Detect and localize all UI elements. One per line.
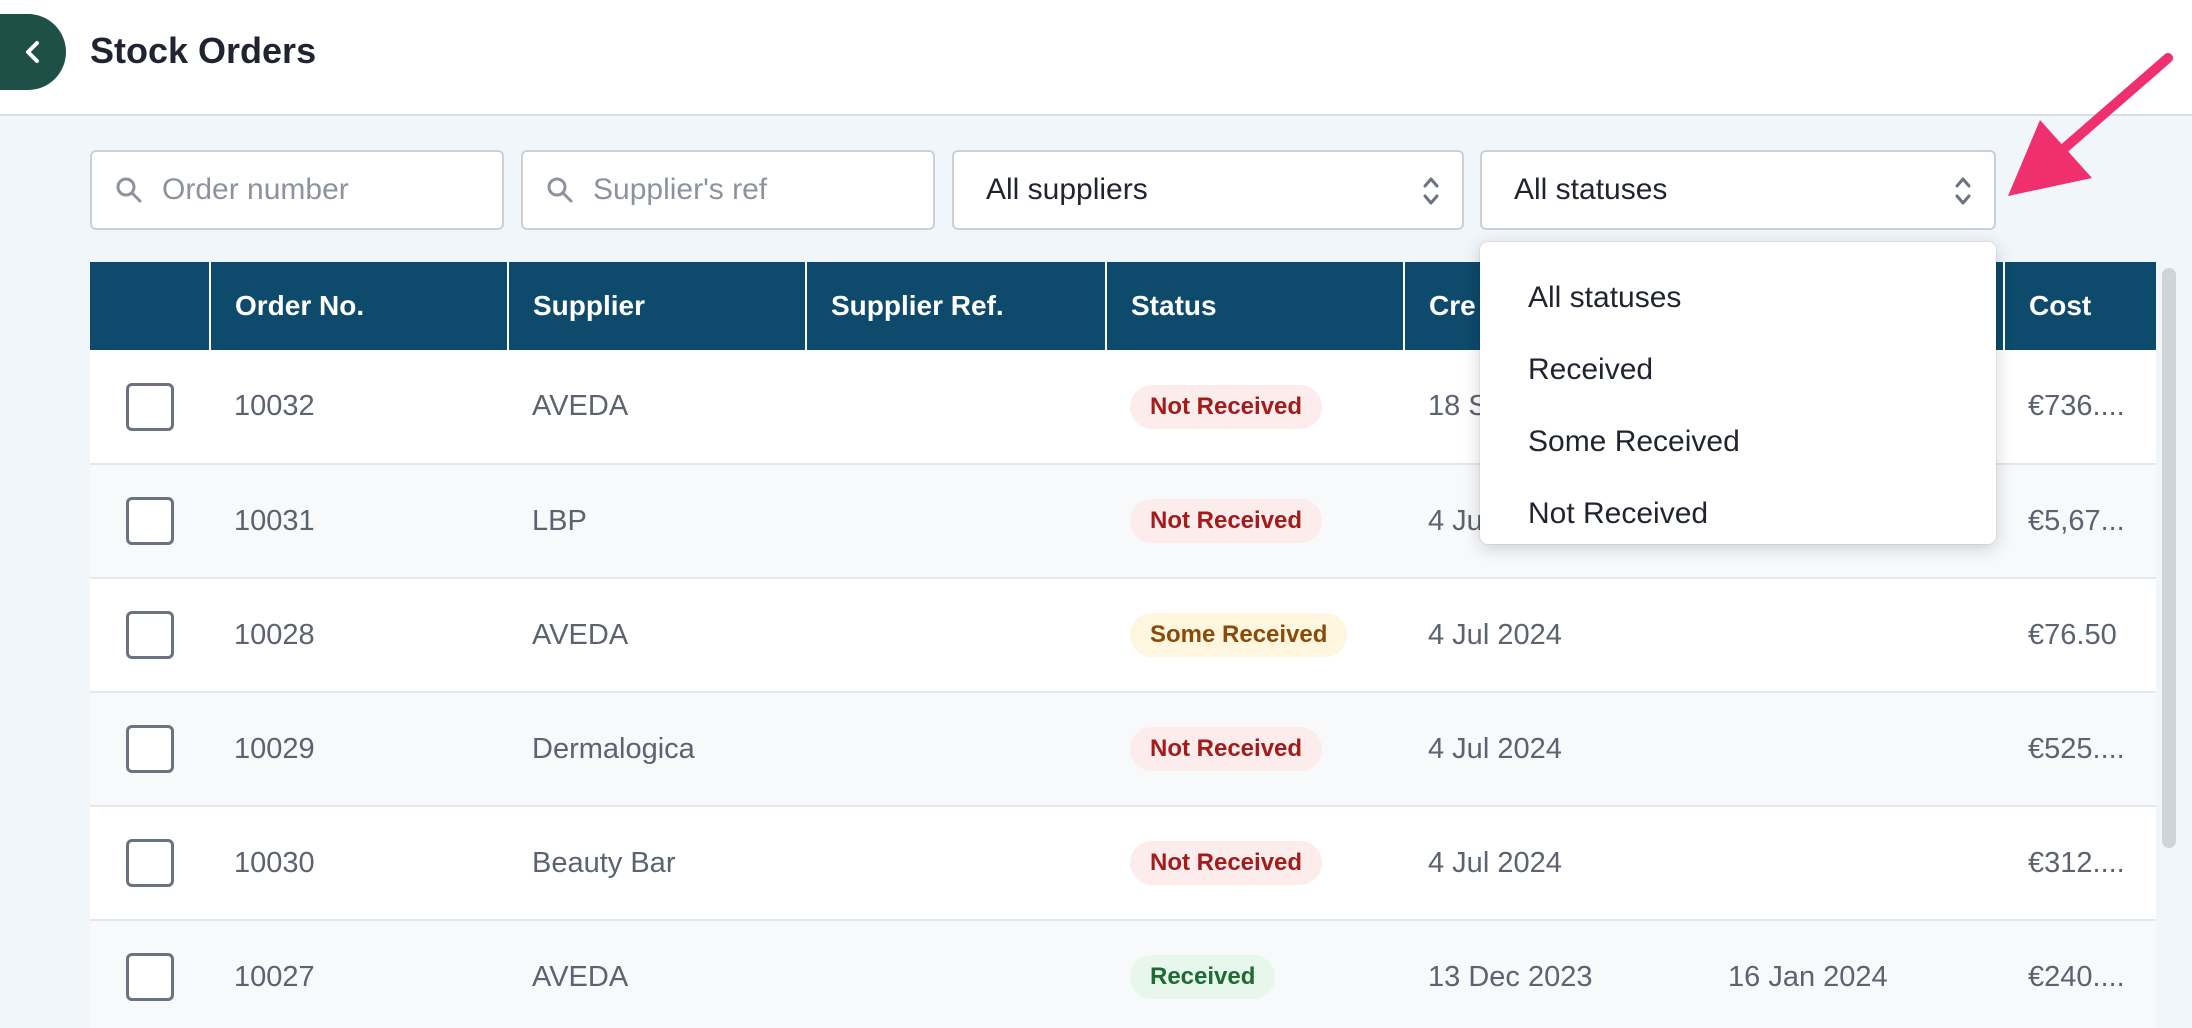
supplier-cell: Beauty Bar: [508, 806, 806, 921]
cost-cell: €76.50: [2004, 578, 2156, 693]
row-checkbox[interactable]: [126, 497, 174, 545]
status-option-not-received[interactable]: Not Received: [1528, 497, 1709, 530]
arrow-annotation-icon: [2008, 53, 2173, 196]
supplier-cell: Dermalogica: [508, 692, 806, 807]
search-icon: [116, 177, 142, 203]
chevron-left-icon: [26, 41, 39, 63]
order-number-search[interactable]: Order number: [90, 150, 504, 230]
status-dropdown-menu: All statuses Received Some Received Not …: [1480, 242, 1996, 544]
cost-cell: €736....: [2004, 350, 2156, 465]
table-scrollbar[interactable]: [2162, 268, 2176, 848]
received-cell: [1704, 578, 2004, 693]
cost-cell: €312....: [2004, 806, 2156, 921]
supplier-ref-search[interactable]: Supplier's ref: [521, 150, 935, 230]
order-no-cell: 10028: [210, 578, 508, 693]
status-option-some-received[interactable]: Some Received: [1528, 425, 1740, 458]
status-badge: Not Received: [1130, 841, 1323, 885]
created-cell: 4 Jul 2024: [1404, 692, 1704, 807]
created-cell: 4 Jul 2024: [1404, 578, 1704, 693]
row-checkbox[interactable]: [126, 953, 174, 1001]
order-no-cell: 10032: [210, 350, 508, 465]
status-badge: Not Received: [1130, 384, 1323, 429]
column-header-supplier-ref[interactable]: Supplier Ref.: [806, 262, 1107, 350]
chevron-up-down-icon: [1955, 177, 1971, 205]
row-checkbox[interactable]: [126, 382, 174, 431]
supplier-cell: AVEDA: [508, 350, 806, 465]
order-no-cell: 10030: [210, 806, 508, 921]
search-icon: [547, 177, 573, 203]
order-no-cell: 10029: [210, 692, 508, 807]
supplier-select[interactable]: All suppliers: [952, 150, 1464, 230]
supplier-ref-cell: [806, 464, 1106, 579]
table-row[interactable]: 10029 Dermalogica Not Received 4 Jul 202…: [90, 692, 2156, 807]
row-checkbox[interactable]: [126, 725, 174, 773]
status-badge: Not Received: [1130, 499, 1323, 543]
received-cell: 16 Jan 2024: [1704, 920, 2004, 1028]
received-cell: [1704, 806, 2004, 921]
row-checkbox[interactable]: [126, 839, 174, 887]
order-number-placeholder: Order number: [162, 173, 349, 206]
status-badge: Received: [1130, 955, 1276, 999]
table-row[interactable]: 10027 AVEDA Received 13 Dec 2023 16 Jan …: [90, 920, 2156, 1028]
status-badge: Not Received: [1130, 727, 1323, 771]
status-select-value: All statuses: [1514, 173, 1668, 206]
cost-cell: €240....: [2004, 920, 2156, 1028]
order-no-cell: 10031: [210, 464, 508, 579]
column-header-cost[interactable]: Cost: [2004, 262, 2156, 350]
column-header-supplier[interactable]: Supplier: [508, 262, 807, 350]
supplier-ref-cell: [806, 806, 1106, 921]
table-row[interactable]: 10031 LBP Not Received 4 Ju €5,67...: [90, 464, 2156, 579]
supplier-ref-cell: [806, 350, 1106, 465]
received-cell: [1704, 692, 2004, 807]
supplier-select-value: All suppliers: [986, 173, 1148, 206]
supplier-ref-cell: [806, 578, 1106, 693]
supplier-ref-placeholder: Supplier's ref: [593, 173, 768, 206]
supplier-cell: AVEDA: [508, 578, 806, 693]
status-badge: Some Received: [1130, 613, 1348, 657]
table-row[interactable]: 10028 AVEDA Some Received 4 Jul 2024 €76…: [90, 578, 2156, 693]
status-option-all[interactable]: All statuses: [1528, 281, 1682, 314]
supplier-cell: LBP: [508, 464, 806, 579]
cost-cell: €525....: [2004, 692, 2156, 807]
orders-table: Order No. Supplier Supplier Ref. Status …: [90, 262, 2156, 1028]
supplier-cell: AVEDA: [508, 920, 806, 1028]
column-header-select: [90, 262, 211, 350]
column-header-status[interactable]: Status: [1106, 262, 1405, 350]
page-title: Stock Orders: [90, 30, 317, 71]
status-option-received[interactable]: Received: [1528, 353, 1654, 386]
column-header-order-no[interactable]: Order No.: [210, 262, 509, 350]
top-bar: Stock Orders: [0, 0, 2192, 116]
supplier-ref-cell: [806, 920, 1106, 1028]
back-button[interactable]: [0, 14, 66, 90]
cost-cell: €5,67...: [2004, 464, 2156, 579]
chevron-up-down-icon: [1423, 177, 1439, 205]
row-checkbox[interactable]: [126, 611, 174, 659]
created-cell: 13 Dec 2023: [1404, 920, 1704, 1028]
order-no-cell: 10027: [210, 920, 508, 1028]
table-row[interactable]: 10030 Beauty Bar Not Received 4 Jul 2024…: [90, 806, 2156, 921]
supplier-ref-cell: [806, 692, 1106, 807]
created-cell: 4 Jul 2024: [1404, 806, 1704, 921]
status-select[interactable]: All statuses: [1480, 150, 1996, 230]
